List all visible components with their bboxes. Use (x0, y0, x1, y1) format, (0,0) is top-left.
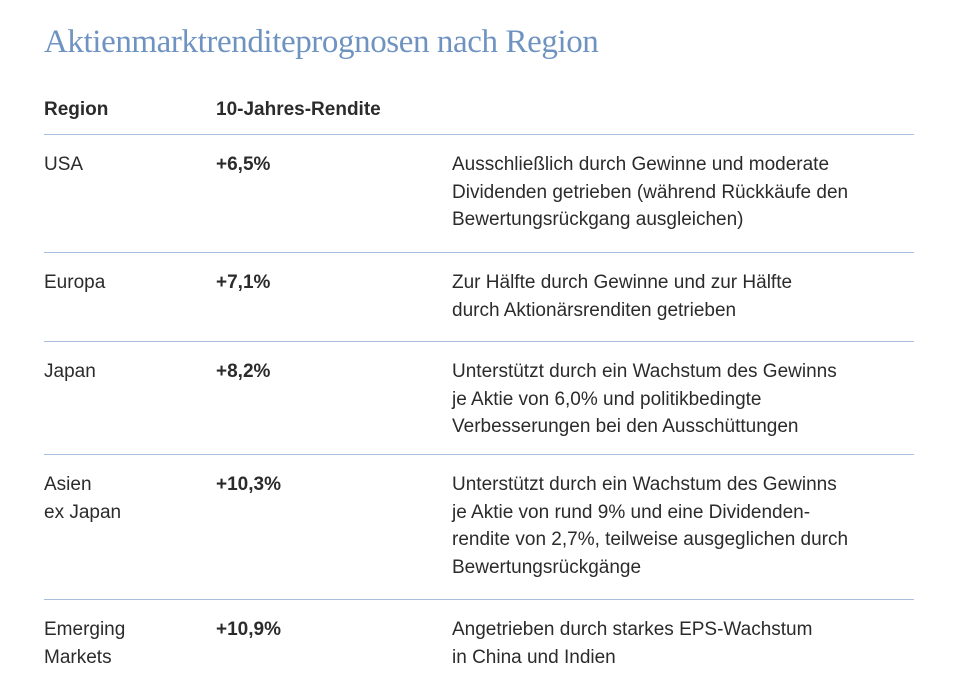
region-label: Markets (44, 646, 112, 668)
description-cell: Unterstützt durch ein Wachstum des Gewin… (452, 471, 914, 581)
description-line: rendite von 2,7%, teilweise ausgeglichen… (452, 529, 849, 550)
description-line: Verbesserungen bei den Ausschüttungen (452, 416, 799, 437)
return-value: +7,1% (216, 272, 271, 293)
column-header-region: Region (44, 99, 109, 120)
return-value: +8,2% (216, 361, 271, 382)
region-label: Asien (44, 474, 92, 495)
divider (44, 599, 914, 600)
table-row-europa: Europa +7,1% Zur Hälfte durch Gewinne un… (44, 253, 914, 341)
table-row-usa: USA +6,5% Ausschließlich durch Gewinne u… (44, 135, 914, 252)
return-value: +10,9% (216, 619, 281, 640)
region-label: ex Japan (44, 501, 122, 523)
divider (44, 454, 914, 455)
region-label: Europa (44, 272, 106, 293)
region-cell: Europa (44, 269, 194, 297)
returns-table: Region 10-Jahres-Rendite USA +6,5% Aussc… (44, 94, 914, 690)
table-row-asien-ex-japan: Asien ex Japan +10,3% Unterstützt durch … (44, 455, 914, 599)
description-line: Bewertungsrückgänge (452, 556, 642, 578)
divider (44, 252, 914, 253)
table-row-emerging-markets: Emerging Markets +10,9% Angetrieben durc… (44, 600, 914, 690)
return-value: +10,3% (216, 474, 281, 495)
description-line: Dividenden getrieben (während Rückkäufe … (452, 181, 849, 203)
table-header: Region 10-Jahres-Rendite (44, 94, 914, 134)
description-line: Bewertungsrückgang ausgleichen) (452, 209, 744, 230)
region-cell: Emerging Markets (44, 616, 194, 671)
region-cell: Japan (44, 358, 194, 386)
description-line: Unterstützt durch ein Wachstum des Gewin… (452, 361, 837, 382)
column-header-return: 10-Jahres-Rendite (216, 99, 381, 120)
return-value: +6,5% (216, 154, 271, 175)
region-label: USA (44, 154, 84, 175)
divider (44, 341, 914, 342)
description-cell: Angetrieben durch starkes EPS-Wachstum i… (452, 616, 914, 671)
page-title: Aktienmarktrenditeprognosen nach Region (44, 24, 599, 60)
description-cell: Unterstützt durch ein Wachstum des Gewin… (452, 358, 914, 441)
divider (44, 134, 914, 135)
description-line: in China und Indien (452, 646, 616, 668)
description-line: Angetrieben durch starkes EPS-Wachstum (452, 619, 813, 640)
description-line: durch Aktionärsrenditen getrieben (452, 299, 737, 321)
region-label: Japan (44, 361, 96, 382)
description-cell: Ausschließlich durch Gewinne und moderat… (452, 151, 914, 234)
table-row-japan: Japan +8,2% Unterstützt durch ein Wachst… (44, 342, 914, 454)
description-line: Unterstützt durch ein Wachstum des Gewin… (452, 474, 837, 495)
description-line: je Aktie von 6,0% und politikbedingte (452, 388, 762, 410)
description-cell: Zur Hälfte durch Gewinne und zur Hälfte … (452, 269, 914, 324)
region-label: Emerging (44, 619, 126, 640)
region-cell: USA (44, 151, 194, 179)
description-line: Ausschließlich durch Gewinne und moderat… (452, 154, 830, 175)
description-line: je Aktie von rund 9% und eine Dividenden… (452, 501, 811, 523)
region-cell: Asien ex Japan (44, 471, 194, 526)
description-line: Zur Hälfte durch Gewinne und zur Hälfte (452, 272, 793, 293)
